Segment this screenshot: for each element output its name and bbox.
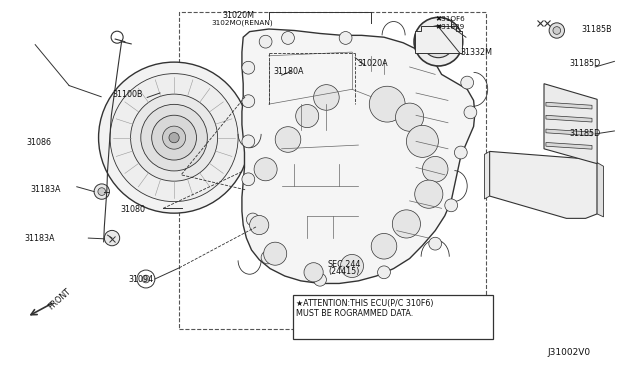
Circle shape: [445, 199, 458, 212]
Polygon shape: [415, 26, 462, 53]
Circle shape: [396, 103, 424, 131]
Circle shape: [422, 26, 454, 58]
Circle shape: [98, 188, 106, 195]
Circle shape: [246, 213, 259, 226]
Circle shape: [275, 127, 301, 152]
Text: ✖31OF6: ✖31OF6: [435, 16, 465, 22]
Circle shape: [454, 146, 467, 159]
Circle shape: [378, 266, 390, 279]
Text: J31002V0: J31002V0: [547, 348, 590, 357]
Circle shape: [152, 115, 196, 160]
Circle shape: [111, 31, 123, 43]
Circle shape: [254, 158, 277, 181]
Circle shape: [110, 74, 238, 202]
Text: 31332M: 31332M: [461, 48, 493, 57]
Text: 31100B: 31100B: [112, 90, 143, 99]
Circle shape: [314, 273, 326, 286]
Text: 31185B: 31185B: [581, 25, 612, 33]
Circle shape: [242, 173, 255, 186]
Circle shape: [99, 62, 250, 213]
Circle shape: [464, 106, 477, 119]
Text: 31094: 31094: [128, 275, 153, 284]
Polygon shape: [546, 102, 592, 109]
Circle shape: [429, 237, 442, 250]
Polygon shape: [484, 151, 490, 199]
Circle shape: [250, 215, 269, 235]
Circle shape: [371, 234, 397, 259]
Text: SEC.244: SEC.244: [328, 260, 361, 269]
Text: ✖31039: ✖31039: [435, 24, 465, 30]
Polygon shape: [546, 115, 592, 122]
Polygon shape: [546, 129, 592, 136]
Circle shape: [259, 35, 272, 48]
Circle shape: [415, 180, 443, 208]
Circle shape: [296, 105, 319, 128]
Circle shape: [137, 270, 155, 288]
Polygon shape: [546, 142, 592, 149]
Circle shape: [264, 242, 287, 265]
Circle shape: [422, 157, 448, 182]
Polygon shape: [544, 84, 597, 164]
Circle shape: [414, 17, 463, 66]
Circle shape: [94, 184, 109, 199]
Circle shape: [242, 95, 255, 108]
Circle shape: [282, 32, 294, 44]
Circle shape: [304, 263, 323, 282]
Text: 31183A: 31183A: [31, 185, 61, 194]
Circle shape: [242, 61, 255, 74]
Text: 3102MO(RENAN): 3102MO(RENAN): [211, 19, 273, 26]
Polygon shape: [242, 29, 475, 283]
Circle shape: [392, 210, 420, 238]
Circle shape: [340, 254, 364, 278]
Text: (24415): (24415): [328, 267, 360, 276]
Text: MUST BE ROGRAMMED DATA.: MUST BE ROGRAMMED DATA.: [296, 309, 413, 318]
Circle shape: [242, 135, 255, 148]
Circle shape: [163, 126, 186, 149]
Circle shape: [549, 23, 564, 38]
Circle shape: [553, 27, 561, 34]
Circle shape: [406, 125, 438, 157]
Polygon shape: [597, 163, 604, 217]
Text: 31080: 31080: [120, 205, 145, 214]
Circle shape: [141, 105, 207, 171]
Text: 31185D: 31185D: [570, 129, 601, 138]
Circle shape: [314, 85, 339, 110]
Text: 31020M: 31020M: [223, 11, 255, 20]
Bar: [293, 295, 493, 339]
Circle shape: [339, 32, 352, 44]
Text: 31020A: 31020A: [357, 59, 388, 68]
Circle shape: [369, 86, 405, 122]
Text: ★ATTENTION:THIS ECU(P/C 310F6): ★ATTENTION:THIS ECU(P/C 310F6): [296, 299, 433, 308]
Text: 31185D: 31185D: [570, 59, 601, 68]
Circle shape: [131, 94, 218, 181]
Circle shape: [104, 230, 120, 246]
Text: 31086: 31086: [27, 138, 52, 147]
Circle shape: [432, 35, 445, 48]
Circle shape: [169, 132, 179, 143]
Circle shape: [261, 251, 274, 264]
Circle shape: [461, 76, 474, 89]
Text: 31183A: 31183A: [24, 234, 55, 243]
Text: FRONT: FRONT: [46, 287, 72, 312]
Text: 31180A: 31180A: [274, 67, 305, 76]
Polygon shape: [490, 151, 597, 218]
Circle shape: [142, 275, 150, 283]
Circle shape: [429, 40, 442, 53]
Bar: [179, 12, 486, 329]
